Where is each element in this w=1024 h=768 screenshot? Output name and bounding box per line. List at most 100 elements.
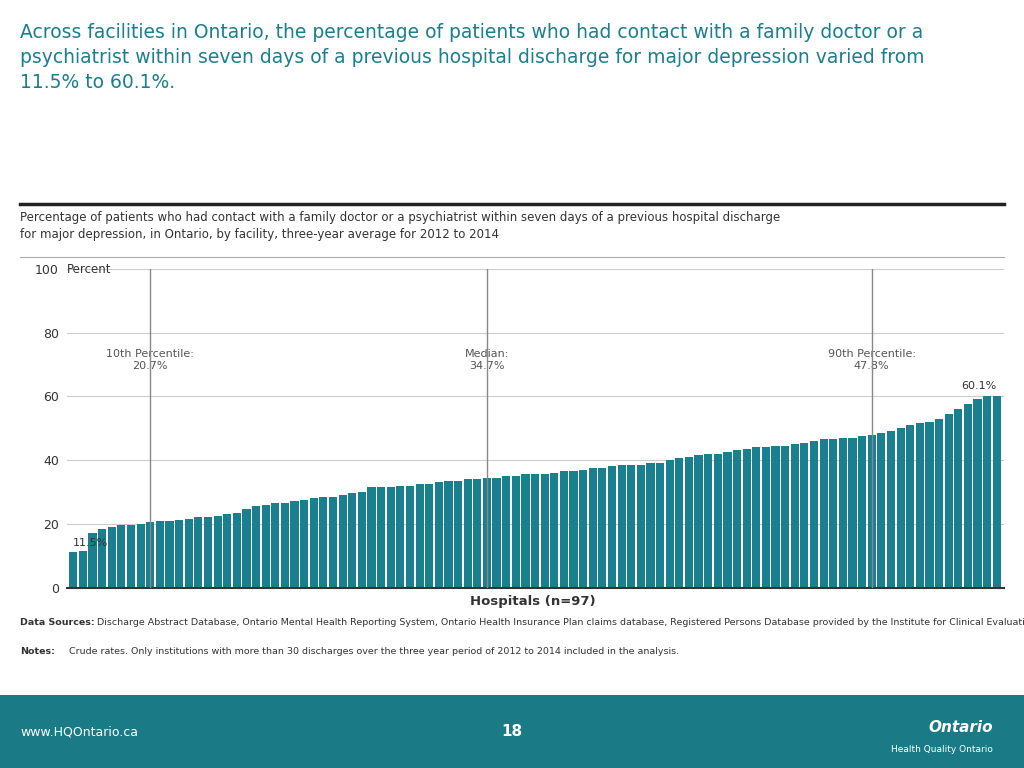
Bar [512,476,520,588]
Bar [204,518,212,588]
Bar [723,452,731,588]
Bar [108,527,116,588]
Bar [656,463,665,588]
Bar [70,552,78,588]
Bar [223,515,231,588]
Bar [271,503,280,588]
Bar [733,451,741,588]
Bar [867,435,876,588]
Bar [926,422,934,588]
Bar [98,528,106,588]
Bar [166,521,174,588]
Bar [781,445,790,588]
Bar [964,404,972,588]
Bar [819,439,827,588]
Bar [232,512,241,588]
Bar [454,481,462,588]
Bar [762,447,770,588]
Bar [637,465,645,588]
Bar [416,484,424,588]
Bar [906,425,914,588]
Bar [357,492,366,588]
Text: Percentage of patients who had contact with a family doctor or a psychiatrist wi: Percentage of patients who had contact w… [20,211,780,241]
Bar [646,463,654,588]
Bar [627,465,635,588]
Text: 10th Percentile:
20.7%: 10th Percentile: 20.7% [106,349,195,371]
Bar [118,525,126,588]
Bar [261,505,269,588]
Bar [291,502,299,588]
Bar [810,441,818,588]
Bar [252,506,260,588]
Bar [685,457,693,588]
Bar [79,551,87,588]
Bar [88,533,96,588]
Bar [705,454,713,588]
Bar [309,498,317,588]
Text: Health Quality Ontario: Health Quality Ontario [892,745,993,754]
Bar [742,449,751,588]
Bar [560,472,568,588]
Bar [598,468,606,588]
Bar [541,475,549,588]
Bar [473,479,481,588]
Bar [569,472,578,588]
Bar [387,487,395,588]
Bar [146,522,155,588]
Bar [348,494,356,588]
Bar [608,466,616,588]
Bar [281,503,289,588]
Text: Crude rates. Only institutions with more than 30 discharges over the three year : Crude rates. Only institutions with more… [66,647,679,657]
Bar [589,468,597,588]
Bar [195,518,203,588]
Bar [858,436,866,588]
Text: Discharge Abstract Database, Ontario Mental Health Reporting System, Ontario Hea: Discharge Abstract Database, Ontario Men… [94,618,1024,627]
Bar [127,525,135,588]
Bar [617,465,626,588]
Bar [531,475,539,588]
Bar [992,396,1000,588]
Bar [184,519,193,588]
Bar [801,442,809,588]
Bar [175,520,183,588]
Text: Median:
34.7%: Median: 34.7% [465,349,509,371]
Text: Across facilities in Ontario, the percentage of patients who had contact with a : Across facilities in Ontario, the percen… [20,23,925,92]
Bar [300,500,308,588]
Bar [136,524,144,588]
Bar [791,444,799,588]
Bar [435,482,443,588]
Bar [983,396,991,588]
Bar [714,454,722,588]
Bar [319,497,328,588]
Bar [829,439,838,588]
Bar [666,460,674,588]
Bar [839,438,847,588]
Bar [915,423,924,588]
Bar [406,485,414,588]
Bar [425,484,433,588]
Text: Ontario: Ontario [929,720,993,736]
Bar [896,429,904,588]
Bar [550,473,558,588]
Bar [944,414,952,588]
Bar [156,521,164,588]
Bar [464,479,472,588]
Text: Notes:: Notes: [20,647,55,657]
Bar [444,481,453,588]
Text: Percent: Percent [67,263,111,276]
Bar [396,485,404,588]
Bar [935,419,943,588]
Text: 18: 18 [502,724,522,739]
Bar [878,433,886,588]
Bar [579,469,587,588]
Text: Hospitals (n=97): Hospitals (n=97) [470,595,595,608]
Text: 11.5%: 11.5% [74,538,109,548]
Bar [771,445,779,588]
Bar [849,438,857,588]
Bar [377,487,385,588]
Bar [502,476,510,588]
Bar [339,495,347,588]
Text: www.HQOntario.ca: www.HQOntario.ca [20,725,138,738]
Bar [521,475,529,588]
Bar [243,509,251,588]
